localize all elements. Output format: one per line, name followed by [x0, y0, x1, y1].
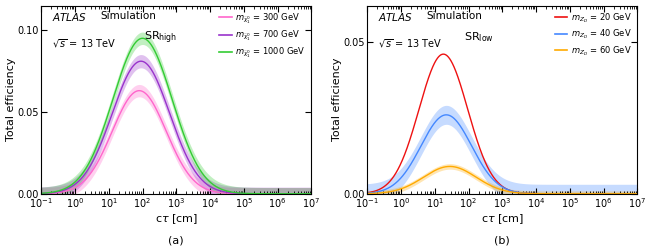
Text: $\it{ATLAS}$: $\it{ATLAS}$ [378, 11, 413, 23]
Text: $\sqrt{s}$ = 13 TeV: $\sqrt{s}$ = 13 TeV [378, 38, 442, 50]
X-axis label: c$\tau$ [cm]: c$\tau$ [cm] [481, 212, 524, 226]
Text: Simulation: Simulation [426, 11, 482, 21]
Text: SR$_\mathrm{low}$: SR$_\mathrm{low}$ [464, 30, 494, 44]
Y-axis label: Total efficiency: Total efficiency [332, 58, 342, 141]
Y-axis label: Total efficiency: Total efficiency [6, 58, 16, 141]
Legend: $m_{Z_D}$ = 20 GeV, $m_{Z_D}$ = 40 GeV, $m_{Z_D}$ = 60 GeV: $m_{Z_D}$ = 20 GeV, $m_{Z_D}$ = 40 GeV, … [554, 10, 633, 59]
Text: (b): (b) [494, 235, 510, 245]
Text: Simulation: Simulation [100, 11, 156, 21]
Text: $\it{ATLAS}$: $\it{ATLAS}$ [52, 11, 87, 23]
Text: $\sqrt{s}$ = 13 TeV: $\sqrt{s}$ = 13 TeV [52, 38, 116, 50]
Legend: $m_{\tilde{\chi}^0_1}$ = 300 GeV, $m_{\tilde{\chi}^0_1}$ = 700 GeV, $m_{\tilde{\: $m_{\tilde{\chi}^0_1}$ = 300 GeV, $m_{\t… [218, 10, 307, 62]
Text: (a): (a) [168, 235, 184, 245]
X-axis label: c$\tau$ [cm]: c$\tau$ [cm] [155, 212, 198, 226]
Text: SR$_\mathrm{high}$: SR$_\mathrm{high}$ [144, 30, 177, 46]
